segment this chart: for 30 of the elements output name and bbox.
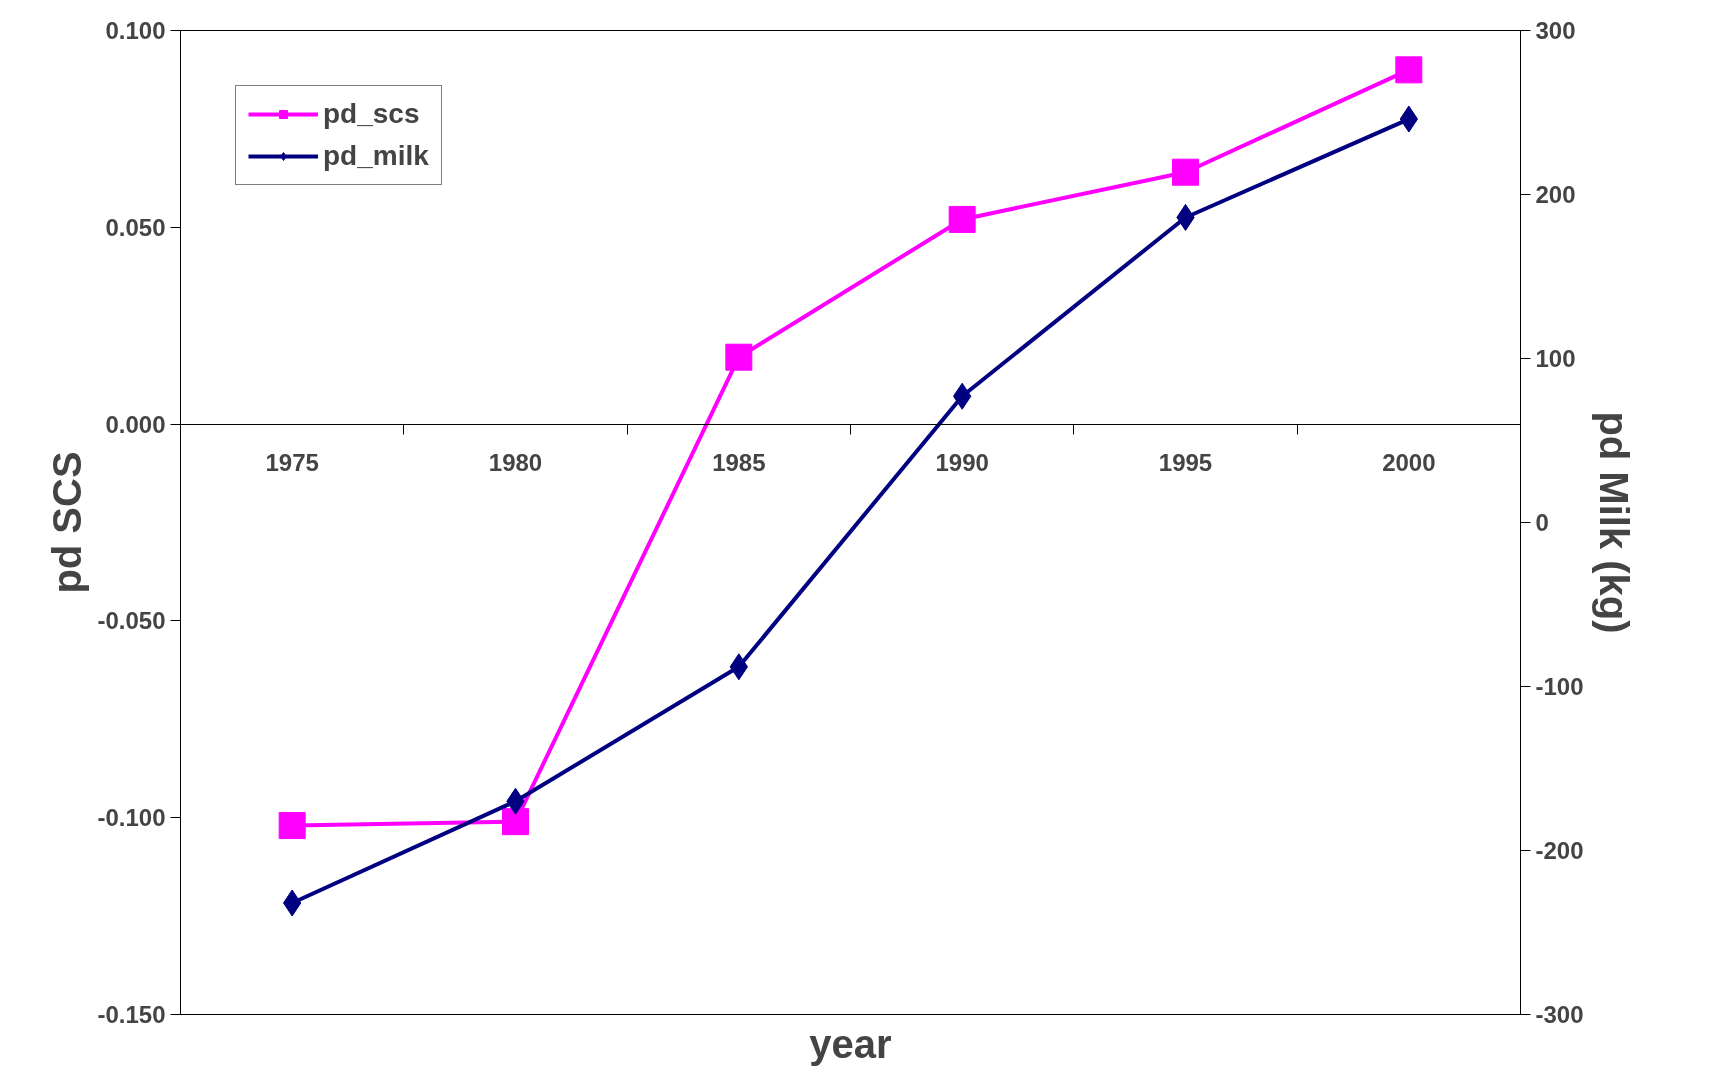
legend-label: pd_milk [323,140,429,172]
y2-tick-label: -100 [1535,673,1584,700]
point [1395,56,1423,84]
y-tick-label: 0.100 [105,17,166,44]
point [725,343,753,371]
x-tick-label: 1975 [265,449,319,477]
y2-axis-title: pd Milk (kg) [1591,411,1636,634]
point [1172,158,1199,186]
x-tick-label: 1980 [488,449,543,477]
y-tick-label: -0.150 [97,1001,166,1028]
y-tick-label: 0.050 [105,213,166,241]
y2-tick-label: 300 [1535,17,1576,44]
y2-tick-label: 200 [1535,181,1576,208]
legend-label: pd_scs [323,98,420,130]
x-axis-title: year [809,1021,892,1066]
y-axis-title: pd SCS [45,451,90,594]
x-tick-label: 2000 [1382,449,1436,477]
point [278,812,306,840]
y-tick-label: -0.100 [97,804,166,832]
y2-tick-label: -200 [1535,837,1584,864]
x-tick-label: 1990 [935,449,989,477]
point [502,808,529,836]
point [948,205,976,233]
y2-tick-label: 0 [1535,509,1549,536]
y2-tick-label: -300 [1535,1001,1584,1028]
y2-tick-label: 100 [1535,345,1576,372]
y-tick-label: 0.000 [105,410,166,438]
y-tick-label: -0.050 [97,607,166,635]
x-tick-label: 1985 [712,449,766,477]
x-tick-label: 1995 [1158,449,1213,477]
